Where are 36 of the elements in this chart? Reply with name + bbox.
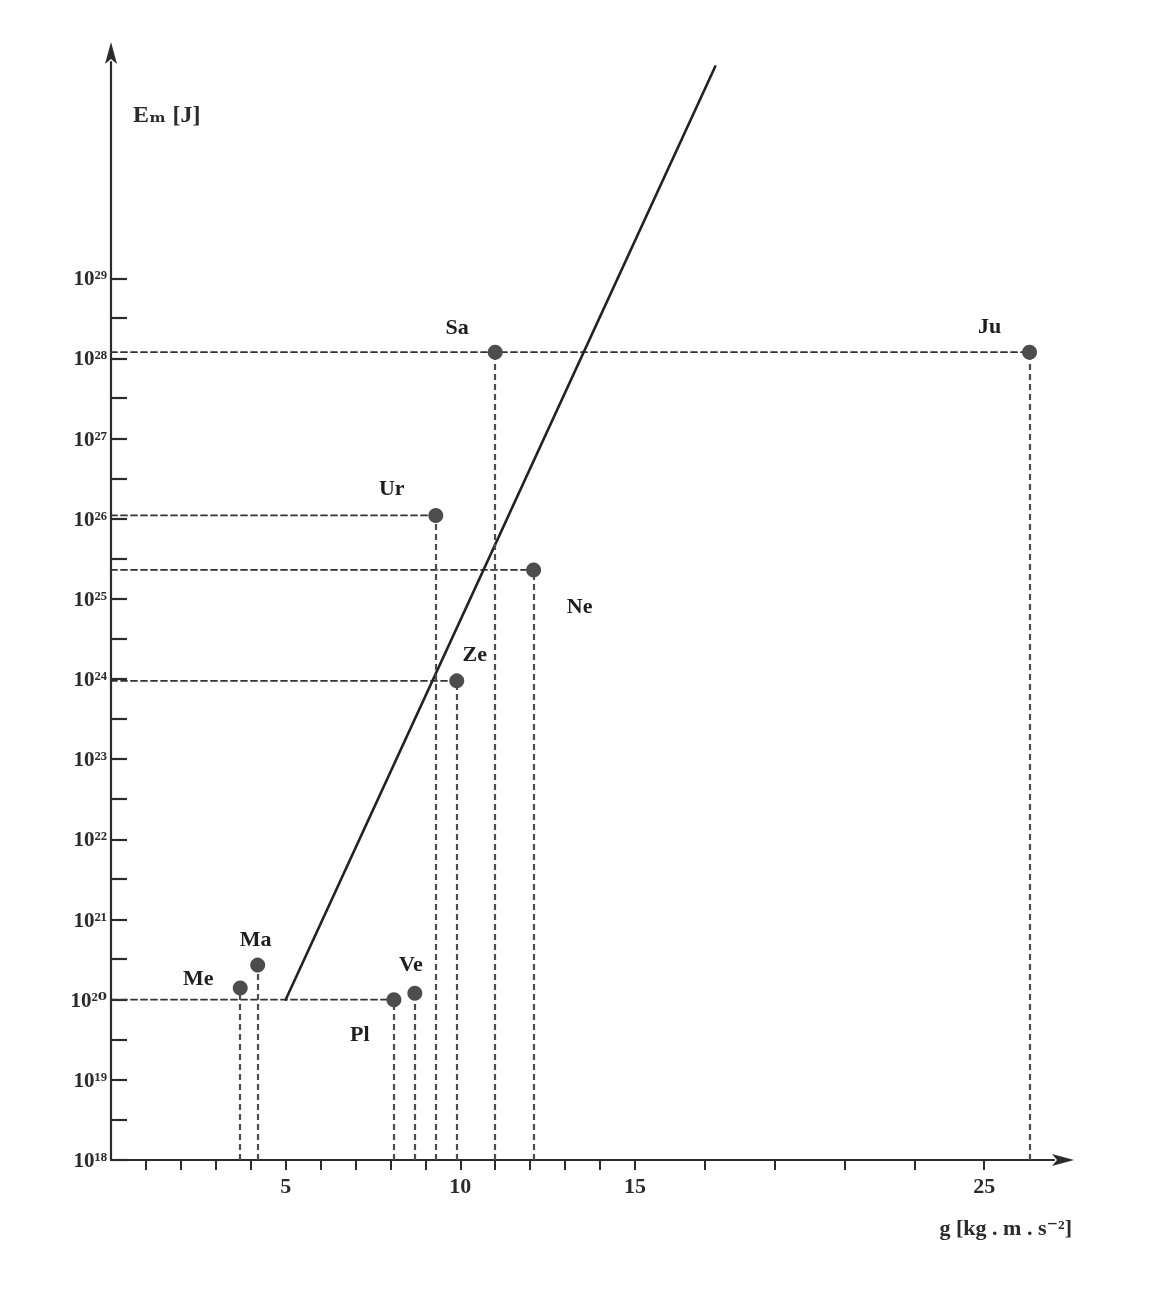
y-tick-label: 10²⁶ (73, 506, 107, 531)
series-label: Ve (399, 950, 423, 976)
point (1022, 344, 1038, 360)
point (449, 673, 465, 689)
y-tick-label: 10²³ (73, 747, 107, 772)
point (250, 957, 266, 973)
series-label: Pl (350, 1021, 370, 1047)
y-tick-label: 10²² (73, 827, 107, 852)
y-tick-label: 10²⁹ (73, 266, 107, 291)
point (386, 992, 402, 1008)
y-tick-label: 10²¹ (73, 907, 107, 932)
y-axis-title: Eₘ [J] (133, 101, 201, 127)
series-label: Ze (462, 641, 488, 667)
series-label: Me (182, 965, 214, 991)
y-tick-label: 10¹⁹ (73, 1067, 107, 1092)
y-tick-label: 10²⁵ (73, 586, 107, 611)
series-label: Ne (566, 593, 593, 619)
point (487, 344, 503, 360)
point (407, 985, 423, 1001)
series-label: Sa (445, 313, 469, 339)
point (428, 507, 444, 523)
series-label: Ur (378, 474, 405, 500)
x-tick-label: 25 (973, 1172, 996, 1198)
series-label: Ma (239, 925, 272, 951)
y-tick-label: 10²⁰ (70, 987, 107, 1012)
x-axis-title: g [kg . m . s⁻²] (939, 1214, 1072, 1240)
x-tick-label: 5 (280, 1172, 292, 1198)
y-tick-label: 10²⁷ (73, 426, 107, 451)
y-tick-label: 10²⁸ (73, 346, 107, 371)
point (232, 980, 248, 996)
x-tick-label: 10 (449, 1172, 472, 1198)
series-label: Ju (977, 312, 1002, 338)
y-tick-label: 10²⁴ (73, 667, 108, 692)
x-tick-label: 15 (623, 1172, 646, 1198)
point (526, 562, 542, 578)
y-tick-label: 10¹⁸ (73, 1148, 107, 1172)
